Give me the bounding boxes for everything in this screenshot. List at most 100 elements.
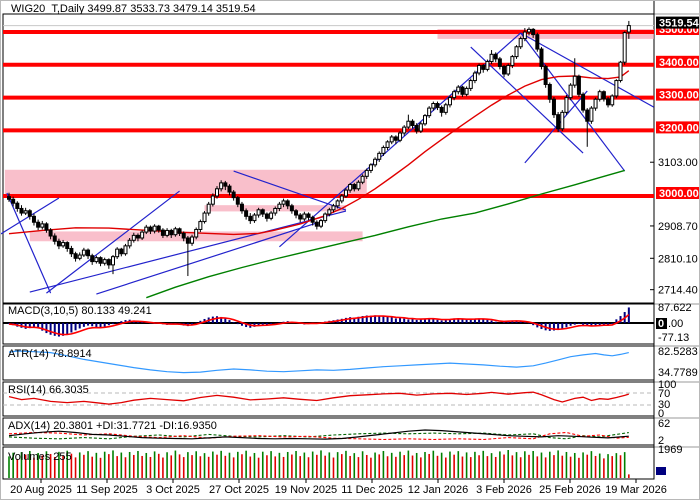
candle-body xyxy=(223,182,228,187)
candle-body xyxy=(414,124,419,132)
candle xyxy=(210,193,215,207)
candle xyxy=(86,248,91,259)
macd-histogram-bar xyxy=(465,319,468,323)
time-axis[interactable]: 20 Aug 2025 11 Sep 2025 3 Oct 2025 27 Oct 2… xyxy=(10,479,667,496)
macd-histogram-bar xyxy=(594,323,597,326)
candle xyxy=(77,252,82,261)
candle-body xyxy=(410,120,415,126)
macd-histogram-bar xyxy=(344,317,347,323)
candle xyxy=(593,97,598,111)
candle xyxy=(298,213,303,223)
candle-body xyxy=(398,132,403,141)
candle xyxy=(389,134,394,145)
candle-body xyxy=(601,91,606,100)
macd-histogram-bar xyxy=(74,323,77,331)
candle xyxy=(377,151,382,162)
candle xyxy=(452,89,457,101)
candle xyxy=(572,58,577,88)
candle xyxy=(314,220,319,230)
adx-panel[interactable] xyxy=(8,429,629,441)
candle-body xyxy=(472,72,477,82)
candle xyxy=(289,203,294,214)
macd-histogram-bar xyxy=(45,323,48,334)
candle-body xyxy=(348,184,353,191)
macd-histogram-bar xyxy=(523,322,526,323)
macd-histogram-bar xyxy=(482,318,485,323)
trendline xyxy=(6,192,52,294)
candle-body xyxy=(477,64,482,74)
candle xyxy=(493,52,498,63)
candle-body xyxy=(510,56,515,66)
date-label: 11 Dec 2025 xyxy=(341,484,403,496)
red-level-label-box xyxy=(656,121,699,134)
candle-body xyxy=(506,64,511,75)
macd-histogram-bar xyxy=(236,323,239,325)
candle-body xyxy=(589,107,594,122)
atr-panel[interactable] xyxy=(8,350,629,374)
macd-panel[interactable] xyxy=(3,307,654,337)
macd-histogram-bar xyxy=(136,321,139,323)
macd-histogram-bar xyxy=(453,318,456,323)
candle-body xyxy=(86,249,91,257)
candle xyxy=(160,228,165,238)
main-price-panel[interactable] xyxy=(1,20,655,299)
candle xyxy=(464,86,469,97)
candle xyxy=(339,194,344,204)
candle-body xyxy=(173,228,178,236)
rsi-panel[interactable] xyxy=(3,391,654,406)
candle xyxy=(589,106,594,124)
macd-histogram-bar xyxy=(399,317,402,323)
macd-histogram-bar xyxy=(57,323,60,337)
candle-body xyxy=(514,46,519,58)
candle-body xyxy=(264,213,269,219)
volume-panel[interactable] xyxy=(8,450,630,478)
macd-histogram-bar xyxy=(552,323,555,331)
candle xyxy=(23,207,28,216)
candle-body xyxy=(177,228,182,234)
macd-histogram-bar xyxy=(66,323,69,335)
trendline xyxy=(96,222,318,295)
candle xyxy=(622,31,627,65)
candle-body xyxy=(239,203,244,212)
candle-body xyxy=(327,209,332,215)
macd-histogram-bar xyxy=(440,320,443,323)
price-axis[interactable]: 3103.002908.702810.102714.403500.003400.… xyxy=(650,16,700,478)
candle-body xyxy=(294,210,299,216)
candle xyxy=(543,64,548,88)
candle xyxy=(443,102,448,115)
date-label: 20 Aug 2025 xyxy=(10,484,72,496)
candle-body xyxy=(123,245,128,255)
candle xyxy=(606,96,611,108)
atr-title: ATR(14) 78.8914 xyxy=(8,348,92,360)
candle xyxy=(539,47,544,70)
candle xyxy=(302,211,307,221)
volume-current-box xyxy=(656,467,666,475)
macd-histogram-bar xyxy=(415,319,418,323)
macd-histogram-bar xyxy=(448,318,451,323)
candle xyxy=(506,63,511,76)
candle-body xyxy=(31,215,36,223)
candle xyxy=(181,231,186,242)
candle-body xyxy=(527,28,531,33)
candle-body xyxy=(393,136,398,141)
candle xyxy=(144,224,149,235)
candle-body xyxy=(15,202,20,209)
candle-body xyxy=(106,259,111,266)
candle-body xyxy=(610,95,615,106)
date-label: 19 Nov 2025 xyxy=(275,484,337,496)
macd-signal-line xyxy=(8,313,630,336)
macd-histogram-bar xyxy=(407,319,410,323)
candle-body xyxy=(115,248,120,258)
candle xyxy=(90,253,95,265)
macd-histogram-bar xyxy=(232,322,235,323)
candle xyxy=(206,201,211,216)
macd-histogram-bar xyxy=(382,316,385,323)
candle xyxy=(481,64,486,73)
candle-body xyxy=(556,114,561,130)
macd-histogram-bar xyxy=(515,320,518,323)
candle xyxy=(285,199,290,210)
red-level-label: 3000.00 xyxy=(659,188,699,200)
candle xyxy=(231,190,236,201)
